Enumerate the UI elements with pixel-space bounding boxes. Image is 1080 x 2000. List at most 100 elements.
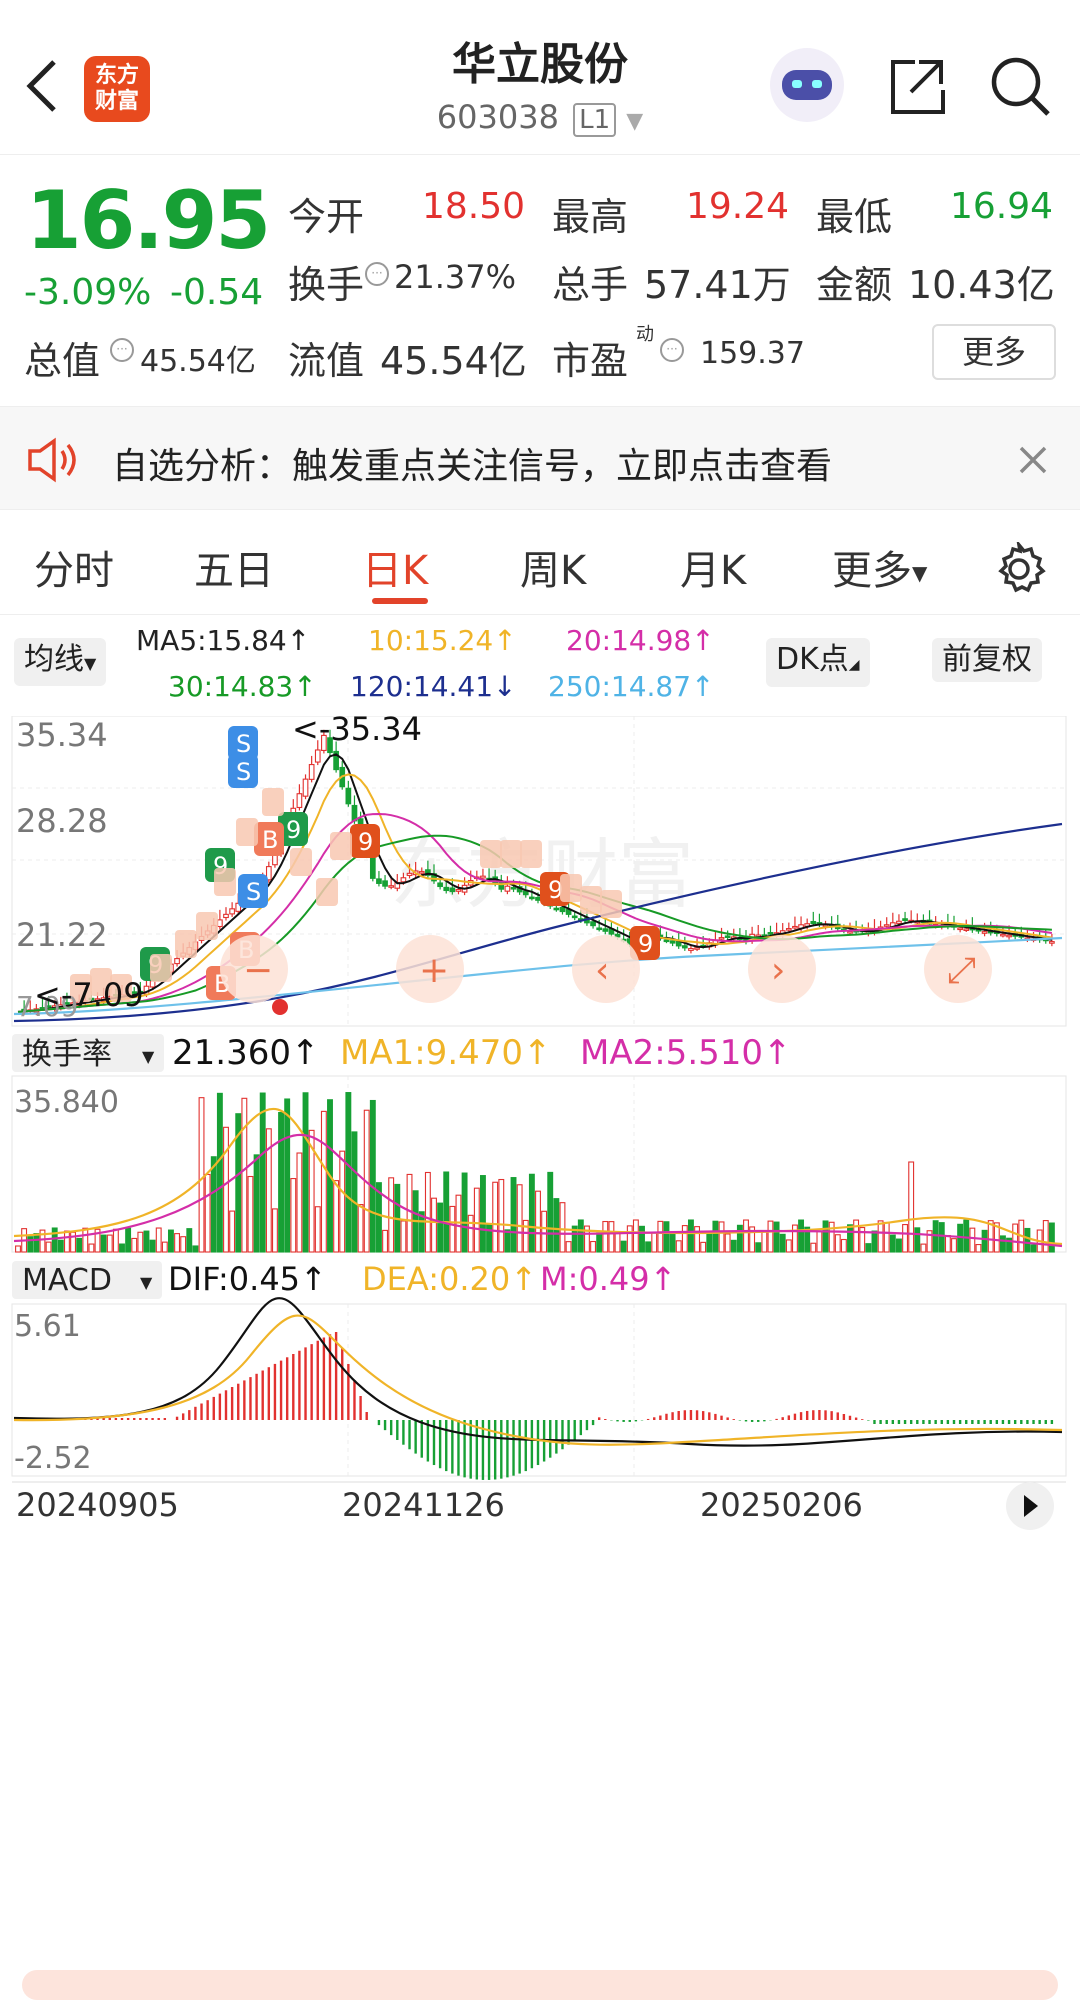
tab-daily-k[interactable]: 日K	[362, 548, 429, 594]
turnover-bar	[253, 1154, 260, 1253]
tab-fenshi[interactable]: 分时	[34, 548, 114, 594]
right-icon[interactable]: ›	[748, 935, 816, 1003]
info-icon[interactable]: ···	[110, 338, 134, 362]
candle-body	[981, 931, 988, 934]
turnover-bar	[57, 1239, 64, 1253]
turnover-bar	[810, 1242, 817, 1253]
turnover-bar	[798, 1219, 805, 1253]
svg-text:⤢: ⤢	[947, 950, 976, 991]
turnover-bar	[437, 1202, 444, 1253]
ma250-value: 250:14.87↑	[548, 670, 715, 703]
candle-body	[785, 928, 792, 931]
turnover-bar	[216, 1092, 223, 1253]
float-label: 流值	[288, 339, 365, 383]
ma-selector[interactable]: 均线▼	[14, 638, 107, 686]
dif-line	[13, 1297, 1063, 1447]
turnover-bar	[51, 1227, 58, 1253]
turnover-bar	[296, 1152, 303, 1253]
stock-code: 603038	[436, 98, 559, 136]
candle-body	[217, 919, 223, 928]
turnover-bar	[339, 1150, 346, 1253]
share-icon[interactable]	[885, 56, 947, 118]
dk-marker-label: 9	[358, 828, 373, 856]
gear-icon[interactable]	[992, 542, 1046, 596]
bottom-action-bar[interactable]	[22, 1970, 1058, 2000]
turnover-selector-bg	[12, 1034, 164, 1072]
turnover-bar	[63, 1230, 70, 1253]
signal-banner[interactable]: 自选分析：触发重点关注信号，立即点击查看	[0, 406, 1080, 510]
turnover-value: 21.360↑	[172, 1033, 319, 1073]
price-panel-frame	[11, 715, 1067, 1027]
turnover-bar	[816, 1230, 823, 1253]
turnover-bar	[626, 1225, 633, 1253]
turnover-bar	[375, 1182, 382, 1253]
turnover-bar	[76, 1237, 83, 1253]
count-marker	[290, 848, 312, 876]
tab-weekly-k[interactable]: 周K	[520, 548, 587, 594]
turnover-bar	[547, 1171, 554, 1253]
tab-more[interactable]: 更多▼	[832, 538, 927, 596]
pe-value: 159.37	[700, 336, 805, 371]
turnover-bar	[535, 1190, 541, 1253]
tab-monthly-k[interactable]: 月K	[680, 548, 747, 594]
turnover-bar	[131, 1237, 138, 1253]
turnover-bar	[314, 1206, 321, 1253]
caret-down-icon: ▼	[140, 1273, 153, 1292]
turnover-bar	[993, 1222, 1000, 1253]
app-logo[interactable]: 东方 财富	[84, 56, 150, 122]
turnover-bar	[94, 1228, 101, 1253]
logo-text-2: 财富	[94, 89, 139, 114]
expand-icon[interactable]: ⤢	[924, 935, 992, 1003]
stock-code-row[interactable]: 603038 L1 ▼	[0, 98, 1080, 137]
turnover-bar	[112, 1228, 119, 1253]
turnover-bar	[590, 1240, 597, 1253]
chart-canvas[interactable]: 东方财富SSS999BBB99935.3428.2821.2214.157.09…	[0, 710, 1080, 1946]
turnover-bar	[571, 1225, 578, 1253]
robot-avatar-icon[interactable]	[770, 48, 844, 122]
turnover-bar	[859, 1226, 866, 1253]
dk-marker	[278, 812, 308, 846]
level-badge: L1	[573, 103, 617, 137]
turnover-bar	[614, 1232, 621, 1253]
turnover-bar	[271, 1208, 278, 1253]
turnover-bar	[700, 1241, 707, 1253]
left-icon[interactable]: ‹	[572, 935, 640, 1003]
turnover-bar	[840, 1238, 847, 1253]
change-percent: -3.09%	[24, 272, 152, 313]
turnover-bar	[198, 1097, 205, 1253]
turnover-bar	[926, 1230, 933, 1253]
ma10-value: 10:15.24↑	[368, 624, 517, 657]
change-amount: -0.54	[170, 272, 264, 313]
turnover-bar	[302, 1092, 309, 1253]
turnover-bar	[987, 1220, 994, 1253]
turnover-bar	[743, 1219, 749, 1253]
turnover-bar	[804, 1226, 811, 1253]
price-axis-top: 35.34	[16, 716, 108, 754]
info-icon[interactable]: ···	[365, 262, 389, 286]
count-marker	[70, 974, 92, 1002]
turnover-bar	[88, 1243, 95, 1253]
caret-down-icon: ▼	[912, 561, 928, 585]
amount-label: 金额	[816, 263, 893, 307]
back-icon[interactable]	[24, 58, 60, 114]
minus-icon[interactable]: −	[220, 935, 288, 1003]
turnover-bar	[431, 1197, 437, 1253]
turnover-bar	[259, 1092, 266, 1253]
plus-icon[interactable]: +	[396, 935, 464, 1003]
close-icon[interactable]	[1018, 445, 1048, 475]
dk-button[interactable]: DK点◢	[766, 638, 870, 687]
search-icon[interactable]	[988, 54, 1052, 118]
volume-value: 57.41万	[644, 263, 791, 307]
tab-5day[interactable]: 五日	[194, 548, 274, 594]
turnover-bar	[492, 1181, 499, 1253]
count-marker	[480, 840, 502, 868]
candle-body	[443, 886, 450, 892]
play-button[interactable]	[1006, 1482, 1054, 1530]
dk-marker-label: 9	[286, 816, 301, 844]
adjust-button[interactable]: 前复权	[932, 638, 1042, 682]
macd-axis-bottom: -2.52	[14, 1441, 92, 1476]
more-quote-button[interactable]: 更多	[932, 324, 1056, 380]
turnover-bar	[27, 1236, 34, 1253]
info-icon[interactable]: ···	[660, 338, 684, 362]
kline-chart[interactable]: 东方财富SSS999BBB99935.3428.2821.2214.157.09…	[0, 710, 1080, 1946]
